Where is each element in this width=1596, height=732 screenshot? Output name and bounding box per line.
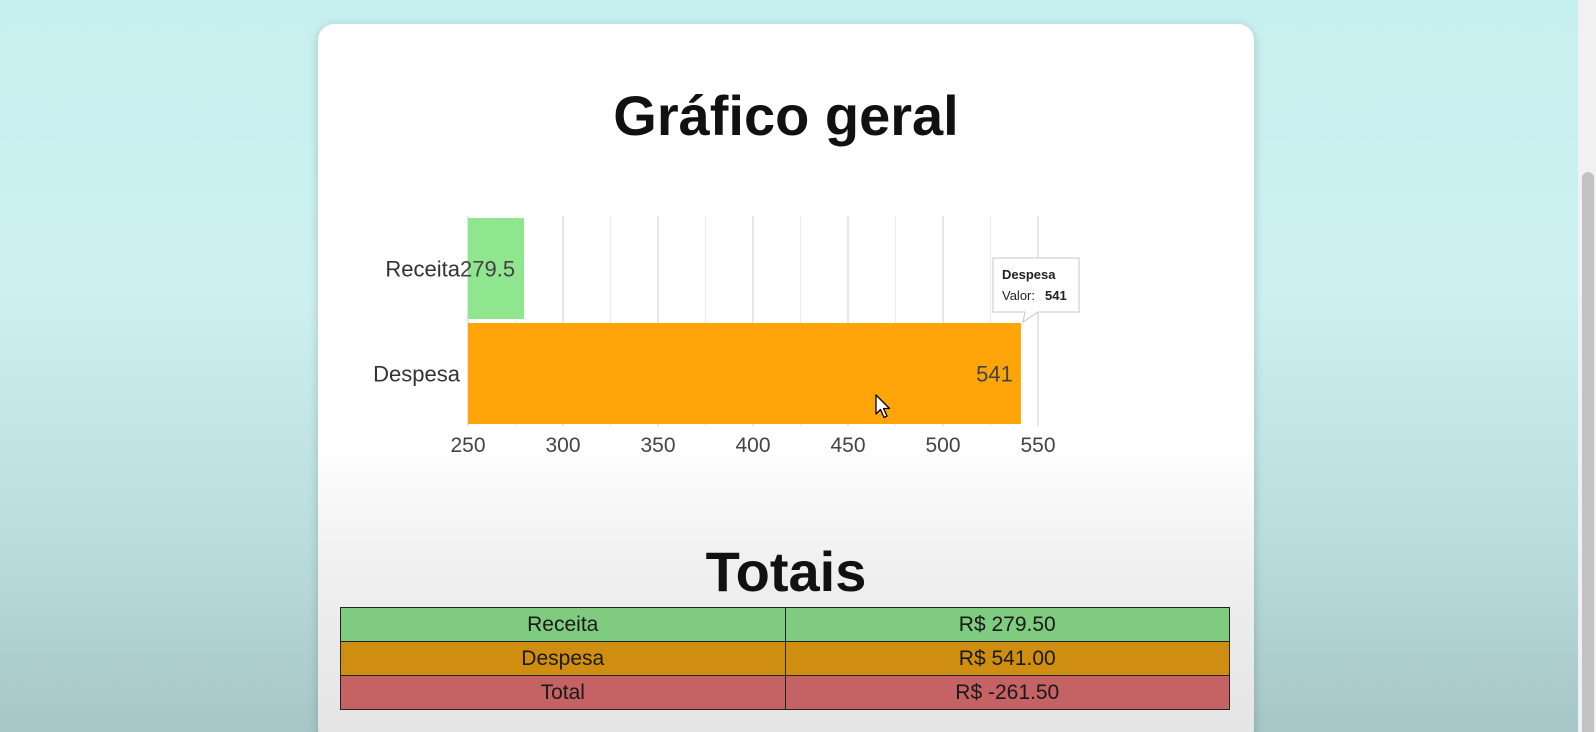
x-tick-label: 350 — [640, 434, 675, 457]
mouse-cursor-icon — [875, 394, 891, 419]
x-tick-label: 300 — [545, 434, 580, 457]
tooltip-value: 541 — [1045, 288, 1067, 303]
chart-x-axis: 250 300 350 400 450 500 550 — [450, 434, 1055, 457]
totals-row-despesa: Despesa R$ 541.00 — [340, 641, 1230, 676]
totals-table: Receita R$ 279.50 Despesa R$ 541.00 Tota… — [340, 607, 1230, 710]
bar-despesa[interactable] — [468, 323, 1021, 424]
x-tick-label: 550 — [1020, 434, 1055, 457]
x-tick-label: 500 — [925, 434, 960, 457]
tooltip-title: Despesa — [1002, 267, 1056, 282]
chart-labels: Receita 279.5 Despesa 541 — [373, 257, 1013, 387]
bar-chart: Receita 279.5 Despesa 541 250 300 350 400 450 50… — [373, 216, 1080, 457]
tooltip-box — [992, 257, 1080, 324]
tooltip-label: Valor: — [1002, 288, 1035, 303]
totals-value-receita: R$ 279.50 — [784, 607, 1230, 642]
x-tick-label: 450 — [830, 434, 865, 457]
chart-bars — [468, 218, 1021, 424]
dashboard-card: Gráfico geral Receita 279.5 Despesa 541 250… — [318, 24, 1254, 732]
category-label-receita: Receita — [385, 257, 460, 282]
totals-value-despesa: R$ 541.00 — [784, 641, 1230, 676]
totals-row-total: Total R$ -261.50 — [340, 675, 1230, 710]
totals-row-receita: Receita R$ 279.50 — [340, 607, 1230, 642]
x-tick-label: 400 — [735, 434, 770, 457]
chart-tooltip: Despesa Valor: 541 — [992, 257, 1080, 324]
page-title: Gráfico geral — [613, 84, 959, 147]
category-label-despesa: Despesa — [373, 362, 461, 387]
data-label-receita: 279.5 — [460, 257, 515, 282]
totals-title: Totais — [705, 540, 867, 603]
page-scrollbar-thumb[interactable] — [1582, 172, 1594, 732]
data-label-despesa: 541 — [976, 362, 1013, 387]
x-tick-label: 250 — [450, 434, 485, 457]
bar-receita[interactable] — [468, 218, 525, 319]
totals-value-total: R$ -261.50 — [784, 675, 1230, 710]
totals-label-total: Total — [340, 675, 786, 710]
totals-label-despesa: Despesa — [340, 641, 786, 676]
totals-label-receita: Receita — [340, 607, 786, 642]
